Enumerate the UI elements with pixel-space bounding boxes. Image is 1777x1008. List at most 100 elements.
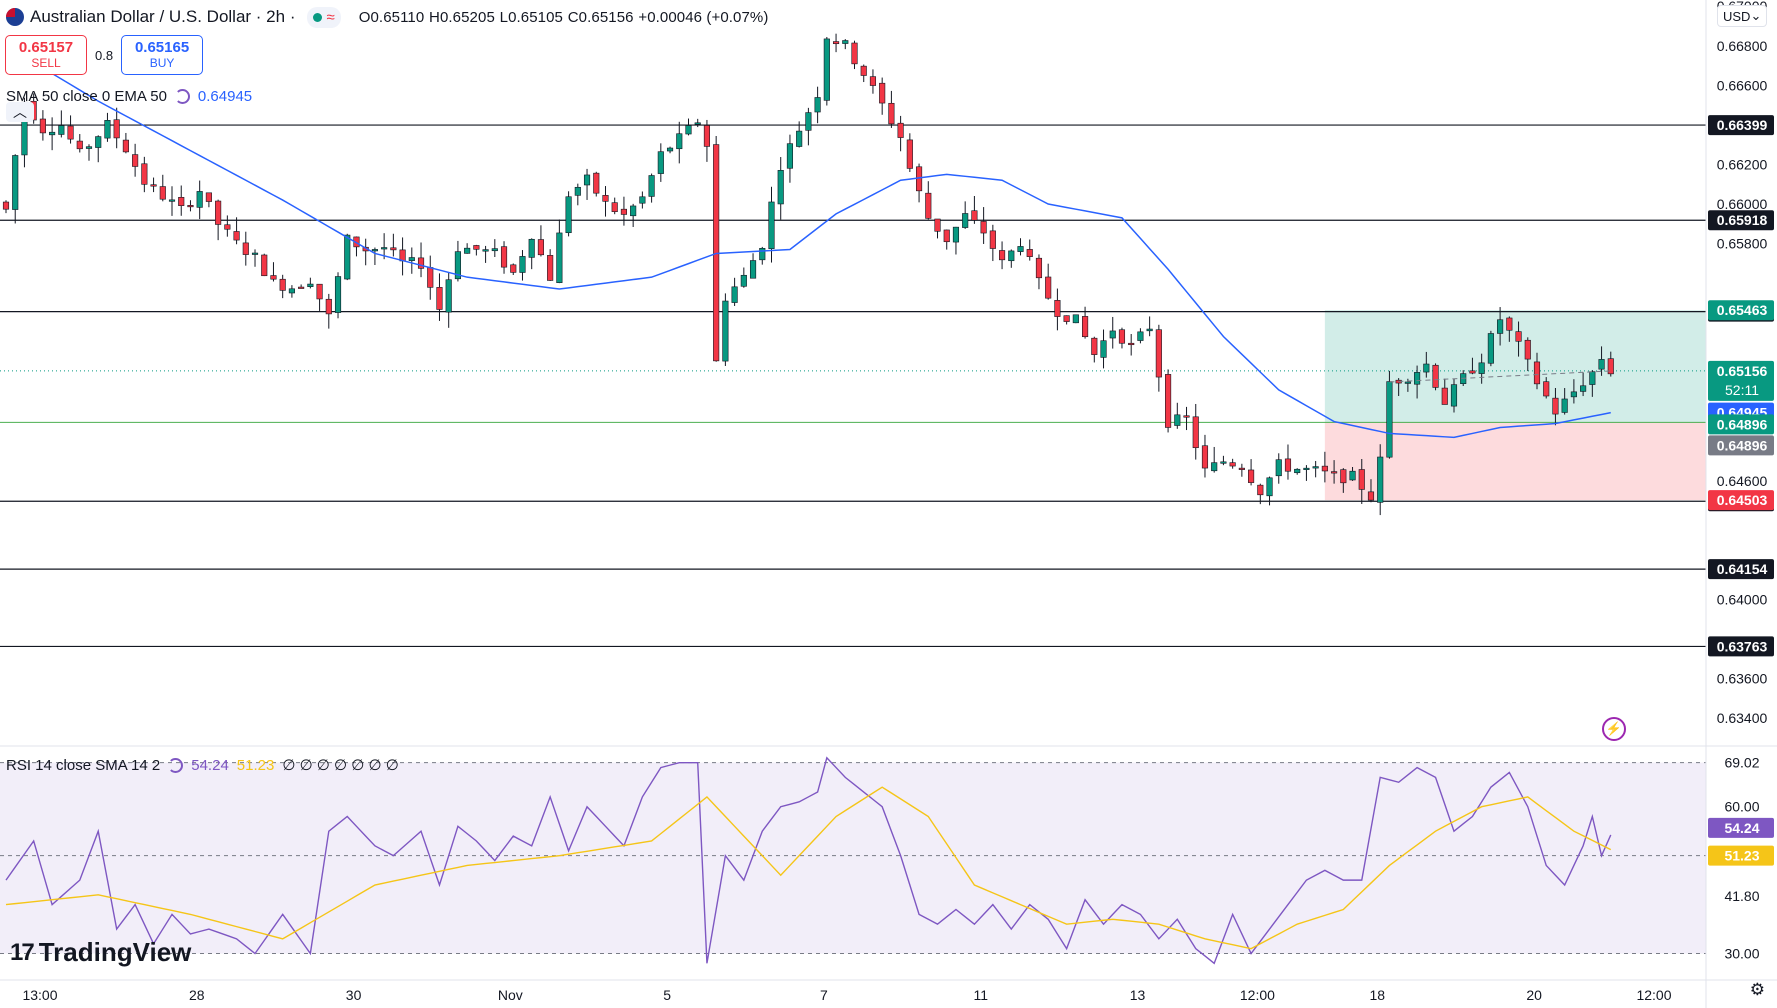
rsi-label: RSI 14 close SMA 14 2: [6, 756, 161, 774]
currency-selector[interactable]: USD ⌄: [1717, 5, 1767, 27]
candle-body: [279, 278, 286, 291]
sma-legend[interactable]: SMA 50 close 0 EMA 50 0.64945: [6, 88, 252, 105]
candle: [869, 69, 877, 94]
candle-body: [159, 186, 166, 200]
candle: [749, 253, 757, 279]
candle-body: [1017, 246, 1024, 252]
tradingview-logo: 17 TradingView: [10, 937, 191, 968]
candle: [1248, 459, 1255, 486]
price-badge: 0.65918: [1708, 210, 1774, 231]
candle: [537, 225, 544, 257]
badge-background: [1708, 210, 1774, 231]
candle-body: [261, 254, 268, 277]
candle: [1266, 476, 1273, 506]
candle: [1155, 324, 1162, 392]
market-status[interactable]: ≈: [307, 6, 341, 28]
sell-button[interactable]: 0.65157 SELL: [5, 35, 87, 75]
candle-body: [1570, 391, 1577, 398]
candle: [12, 154, 19, 224]
candle: [519, 250, 526, 281]
candle: [288, 285, 295, 298]
candle-body: [1229, 462, 1236, 467]
candle-body: [150, 184, 157, 187]
candle-body: [934, 218, 941, 232]
candle-body: [1183, 415, 1190, 418]
rsi-legend[interactable]: RSI 14 close SMA 14 2 54.24 51.23 ∅ ∅ ∅ …: [6, 756, 399, 775]
candle-body: [1450, 384, 1458, 407]
tv-mark-icon: 17: [10, 938, 35, 966]
settings-icon[interactable]: ⚙: [1749, 980, 1765, 999]
candle-body: [860, 65, 867, 76]
lightning-icon[interactable]: ⚡: [1602, 717, 1626, 741]
candle-body: [1082, 316, 1089, 338]
candle-body: [897, 122, 904, 138]
badge-label: 51.23: [1724, 848, 1759, 864]
candle: [159, 174, 166, 202]
candle-body: [399, 249, 406, 262]
candle-body: [694, 122, 701, 125]
candle: [408, 247, 415, 274]
candle-body: [1404, 381, 1411, 384]
candle: [574, 183, 581, 206]
ohlc-change: +0.00046 (+0.07%): [638, 8, 769, 26]
collapse-legend-button[interactable]: ︿: [6, 102, 34, 122]
candle-body: [814, 97, 821, 113]
candle-body: [307, 283, 314, 287]
candle-body: [1063, 315, 1070, 322]
candle: [1275, 453, 1282, 484]
candle: [150, 177, 157, 193]
buy-button[interactable]: 0.65165 BUY: [121, 35, 204, 75]
candle: [1284, 444, 1292, 480]
candle-body: [952, 226, 960, 243]
candle: [593, 171, 600, 197]
candle-body: [1072, 314, 1079, 324]
candle: [805, 107, 812, 146]
price-badge: 0.65156 52:11: [1708, 360, 1774, 401]
candle-body: [491, 248, 498, 252]
candle-body: [1607, 358, 1614, 375]
refresh-icon[interactable]: [174, 89, 190, 104]
candle: [1100, 329, 1107, 369]
symbol-title[interactable]: Australian Dollar / U.S. Dollar · 2h ·: [30, 7, 296, 26]
candle: [897, 115, 904, 152]
candle-body: [436, 287, 443, 310]
candle-body: [178, 197, 185, 206]
candle-body: [1497, 319, 1504, 334]
candle-body: [657, 151, 664, 174]
refresh-icon[interactable]: [168, 757, 184, 773]
candle: [1211, 446, 1218, 473]
candle: [1128, 334, 1135, 356]
price-tick-label: 0.65800: [1717, 236, 1768, 252]
candle-body: [288, 288, 295, 294]
candle: [344, 233, 351, 281]
candle-body: [298, 286, 305, 289]
ohlc-low: L0.65105: [499, 8, 563, 26]
candle-body: [759, 248, 766, 261]
candle-body: [1248, 469, 1255, 483]
candle-body: [1441, 387, 1448, 405]
candle: [1137, 328, 1144, 344]
rsi-tick-label: 41.80: [1724, 888, 1759, 904]
candle: [943, 229, 950, 250]
candle-body: [648, 175, 655, 197]
candles: [2, 33, 1614, 516]
candle: [1497, 307, 1504, 346]
candle: [427, 255, 434, 300]
candle-body: [1469, 370, 1476, 374]
candle: [1063, 315, 1070, 325]
badge-label: 0.63763: [1717, 638, 1768, 654]
candle-body: [1423, 363, 1430, 373]
candle: [925, 181, 932, 220]
candle-body: [777, 170, 784, 205]
candle-body: [168, 199, 176, 202]
candle-body: [1533, 361, 1541, 385]
candle-body: [1294, 468, 1301, 474]
time-tick-label: 5: [663, 987, 671, 1003]
candle: [657, 143, 664, 182]
candle: [1118, 327, 1126, 349]
candle-body: [371, 249, 378, 252]
candle-body: [1598, 359, 1605, 370]
candle: [1524, 337, 1531, 372]
candle: [1515, 321, 1522, 357]
